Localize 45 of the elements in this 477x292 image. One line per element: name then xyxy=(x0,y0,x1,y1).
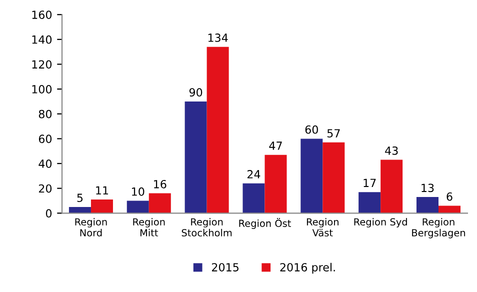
bar xyxy=(264,154,287,214)
data-label: 5 xyxy=(77,194,83,202)
bar xyxy=(300,138,323,214)
data-label: 10 xyxy=(132,187,144,196)
bar xyxy=(90,200,113,214)
bar xyxy=(358,192,381,214)
bar xyxy=(438,206,461,214)
data-label: 6 xyxy=(446,192,452,201)
x-tick-label: Region Syd xyxy=(354,218,407,228)
y-tick-label: 120 xyxy=(32,60,52,69)
y-tick-label: 80 xyxy=(38,110,52,118)
x-tick-label: Region Mitt xyxy=(133,218,165,236)
bar xyxy=(206,46,229,214)
data-label: 17 xyxy=(364,178,376,187)
data-label: 24 xyxy=(247,170,260,178)
data-label: 57 xyxy=(327,129,340,138)
bar xyxy=(148,193,171,214)
data-label: 60 xyxy=(305,125,318,134)
y-tick-label: 20 xyxy=(38,184,52,193)
x-tick-label: Region Nord xyxy=(75,218,107,236)
data-label: 134 xyxy=(208,34,228,42)
bar xyxy=(322,142,345,214)
x-tick-label: Region Bergslagen xyxy=(412,218,466,238)
y-tick-label: 140 xyxy=(32,35,52,44)
data-label: 43 xyxy=(385,146,398,155)
legend-label: 2015 xyxy=(212,263,238,272)
bar xyxy=(416,197,438,214)
data-label: 11 xyxy=(96,186,108,194)
x-tick-label: Region Väst xyxy=(306,218,338,236)
bar xyxy=(184,101,207,214)
legend-label: 2016 prel. xyxy=(280,262,335,274)
y-tick-label: 40 xyxy=(38,159,52,168)
data-label: 16 xyxy=(154,180,166,188)
x-tick-label: Region Öst xyxy=(239,218,291,229)
y-tick-label: 60 xyxy=(38,134,52,144)
bar xyxy=(242,183,265,214)
y-tick-label: 0 xyxy=(46,209,52,218)
bar xyxy=(380,160,403,214)
data-label: 90 xyxy=(189,88,202,97)
bar xyxy=(126,200,149,214)
y-tick-label: 160 xyxy=(32,10,52,19)
x-tick-label: Region Stockholm xyxy=(182,218,232,236)
y-tick-label: 100 xyxy=(32,85,52,94)
data-label: 13 xyxy=(422,184,434,192)
data-label: 47 xyxy=(269,142,282,150)
